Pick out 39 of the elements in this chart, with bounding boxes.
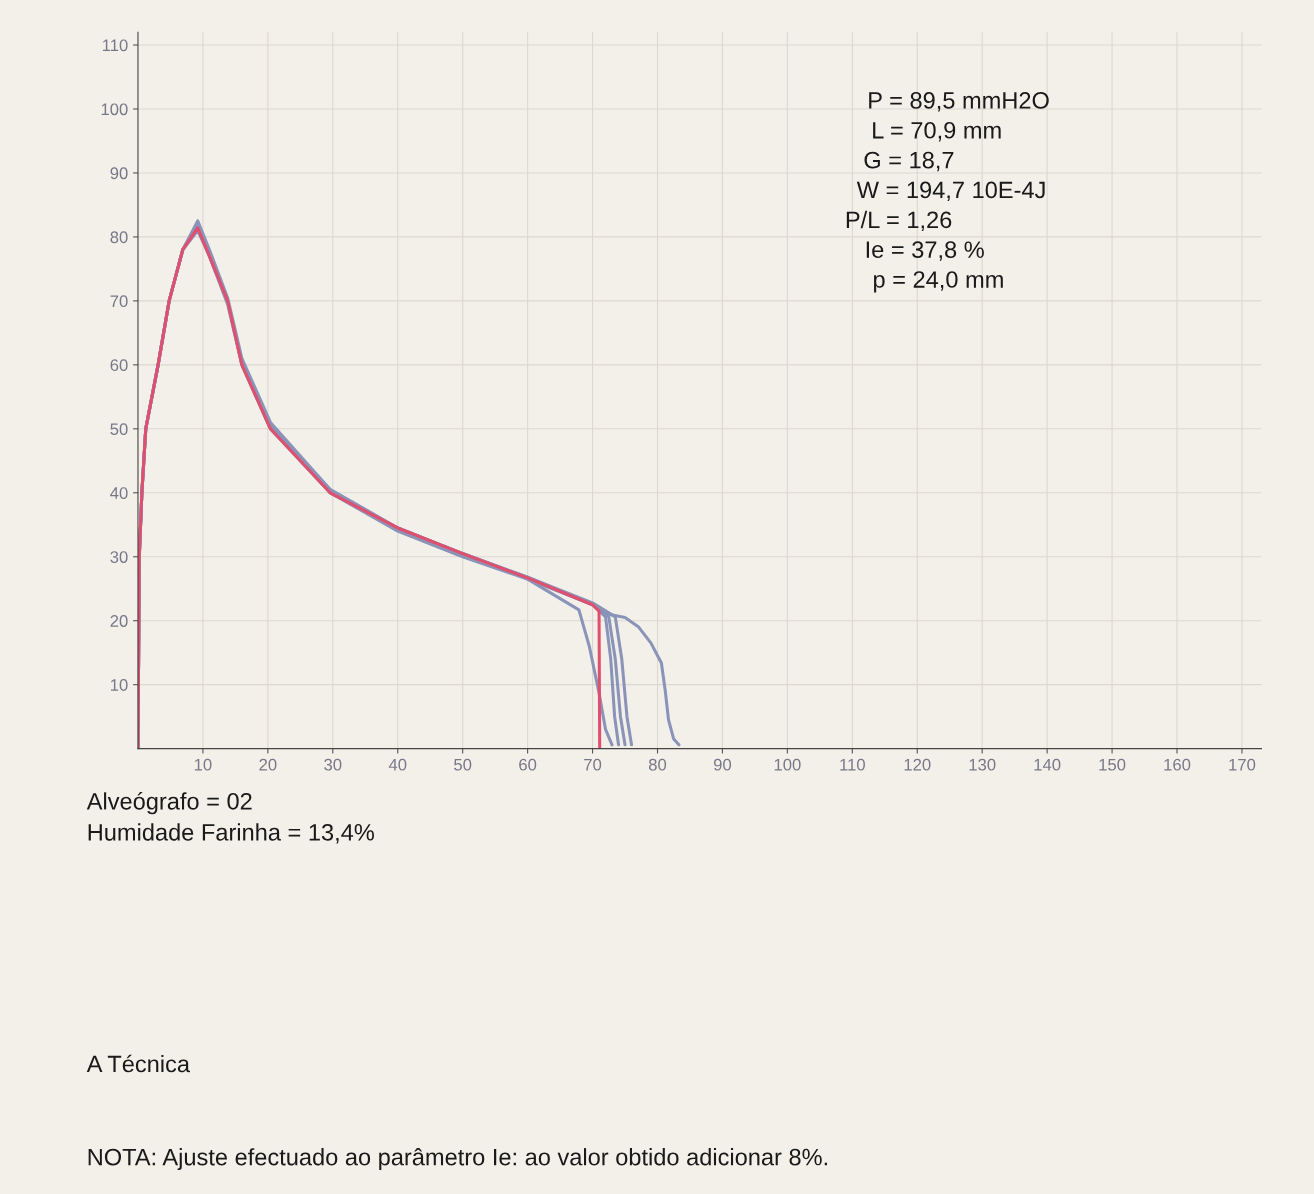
x-tick-label: 30 (324, 758, 342, 771)
y-tick-label: 10 (110, 679, 128, 691)
x-tick-label: 40 (388, 758, 407, 771)
x-tick-label: 90 (713, 758, 732, 771)
annotation: W = 194,7 10E-4J (856, 181, 1045, 202)
x-tick-label: 20 (259, 758, 277, 771)
y-tick-label: 90 (110, 167, 128, 180)
x-tick-label: 70 (584, 758, 602, 771)
x-tick-label: 170 (1229, 758, 1256, 771)
x-tick-label: 140 (1034, 758, 1061, 771)
x-tick-label: 50 (454, 758, 472, 771)
annotation: L = 70,9 mm (873, 121, 1001, 142)
y-tick-label: 70 (110, 295, 128, 308)
x-tick-label: 10 (194, 758, 212, 771)
x-tick-label: 100 (774, 758, 801, 771)
x-tick-label: 150 (1099, 758, 1126, 771)
x-tick-label: 130 (969, 758, 996, 771)
annotation: P/L = 1,26 (846, 210, 952, 231)
y-tick-label: 30 (110, 551, 128, 563)
y-tick-label: 100 (101, 103, 128, 116)
y-tick-label: 50 (110, 423, 128, 436)
x-tick-label: 80 (648, 758, 667, 771)
text: Alveógrafo = 02 (86, 792, 252, 815)
annotation: p = 24,0 mm (874, 271, 1003, 293)
x-tick-label: 120 (904, 758, 931, 771)
x-tick-label: 110 (840, 758, 865, 771)
y-tick-label: 40 (110, 487, 128, 499)
y-tick-label: 60 (110, 359, 128, 372)
text: A Técnica (86, 1054, 190, 1073)
text: Humidade Farinha = 13,4% (88, 823, 374, 844)
annotation: P = 89,5 mmH2O (869, 92, 1049, 112)
x-tick-label: 60 (519, 758, 537, 771)
y-tick-label: 80 (110, 231, 128, 244)
text: NOTA: Ajuste efectuado ao parâmetro Ie: ao valor obtido adicionar 8%. (88, 1148, 828, 1171)
annotation: Ie = 37,8 % (866, 241, 984, 261)
annotation: G = 18,7 (864, 151, 954, 172)
x-tick-label: 160 (1164, 758, 1191, 771)
y-tick-label: 110 (102, 39, 128, 52)
y-tick-label: 20 (110, 615, 128, 627)
